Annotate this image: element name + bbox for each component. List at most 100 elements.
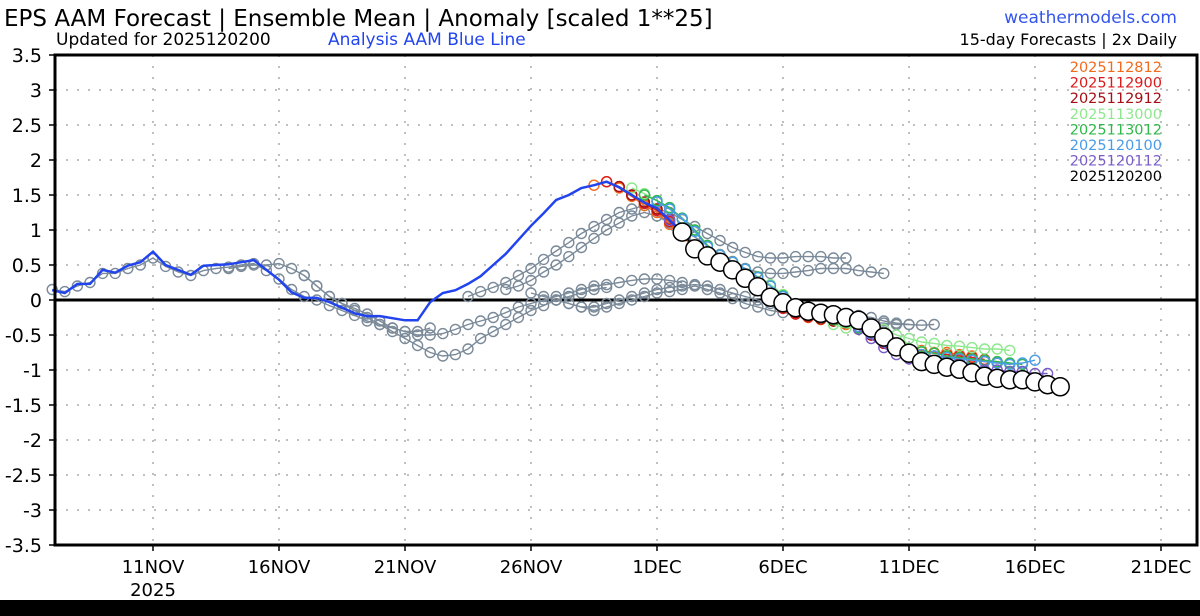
site-link[interactable]: weathermodels.com: [1004, 8, 1177, 28]
x-tick-sublabel: 2025: [130, 580, 176, 601]
older-run-point: [777, 267, 789, 280]
chart-title: EPS AAM Forecast | Ensemble Mean | Anoma…: [4, 6, 713, 32]
older-run-point: [714, 234, 726, 247]
older-run-point: [600, 301, 613, 313]
run-2025120100-point: [991, 357, 1003, 369]
run-2025113000-point: [953, 340, 966, 352]
older-run-point: [285, 283, 298, 296]
older-run-point: [487, 311, 499, 324]
older-run-point: [399, 325, 411, 338]
run-2025113000-point: [966, 341, 978, 354]
older-run-point: [537, 290, 550, 303]
y-tick-label: -2: [23, 430, 42, 452]
older-run-point: [613, 297, 625, 310]
older-run-line: [228, 262, 607, 357]
older-run-point: [273, 257, 285, 270]
older-run-point: [815, 262, 827, 275]
y-tick-label: -1: [23, 360, 42, 382]
older-run-point: [563, 290, 575, 303]
older-run-point: [802, 250, 814, 263]
older-run-point: [663, 281, 676, 294]
run-2025112900-point: [600, 175, 613, 188]
run-2025112900-line: [606, 181, 985, 361]
older-run-point: [437, 327, 449, 340]
run-2025120112-point: [663, 214, 676, 226]
older-run-point: [789, 266, 802, 278]
older-run-point: [575, 301, 588, 313]
older-run-point: [311, 280, 323, 292]
older-run-point: [563, 297, 575, 310]
older-run-point: [638, 290, 651, 303]
older-run-point: [600, 297, 613, 310]
older-run-point: [638, 287, 651, 299]
older-run-point: [134, 259, 147, 271]
older-run-point: [663, 285, 676, 298]
grid: [55, 55, 1197, 545]
older-run-point: [500, 306, 512, 319]
older-run-point: [613, 276, 625, 289]
run-2025120112-line: [669, 219, 1048, 375]
older-run-point: [84, 276, 96, 289]
y-tick-label: 1: [30, 220, 42, 242]
older-run-point: [588, 220, 600, 233]
older-run-point: [575, 227, 588, 240]
older-run-point: [537, 294, 550, 306]
older-run-point: [777, 252, 789, 264]
older-run-point: [575, 287, 588, 299]
older-run-point: [512, 301, 525, 313]
older-run-point: [726, 241, 739, 254]
older-run-point: [827, 262, 840, 275]
ensemble-mean-point: [748, 276, 768, 297]
older-run-point: [613, 294, 625, 306]
older-run-point: [613, 217, 625, 229]
older-run-point: [752, 301, 764, 313]
legend-entry: 2025112812: [1070, 60, 1162, 76]
cadence-label: 15-day Forecasts | 2x Daily: [960, 30, 1177, 49]
run-2025120100: [651, 196, 1041, 371]
older-run-point: [500, 318, 512, 331]
forecast-runs: [46, 175, 1070, 397]
older-run-point: [563, 236, 575, 249]
run-2025113012-line: [644, 194, 1023, 366]
older-run-point: [878, 267, 890, 280]
older-run-point: [109, 267, 121, 280]
run-2025113012-point: [638, 189, 651, 201]
older-run-point: [600, 281, 613, 294]
legend-entry: 2025120100: [1070, 138, 1162, 154]
older-run-point: [550, 245, 562, 257]
run-2025120100-point: [1004, 358, 1016, 371]
older-run-point: [550, 259, 562, 271]
older-run-point: [474, 332, 487, 345]
older-run-point: [588, 304, 600, 317]
older-run-point: [411, 325, 424, 338]
older-run-point: [676, 283, 688, 296]
older-run-point: [575, 241, 588, 254]
x-tick-label: 11NOV: [122, 557, 185, 578]
legend-entry: 2025112912: [1070, 91, 1162, 107]
older-run-point: [701, 280, 714, 292]
older-run-point: [575, 283, 588, 296]
older-run-point: [764, 252, 777, 264]
x-tick-label: 1DEC: [632, 557, 681, 578]
older-run-point: [424, 329, 436, 341]
older-run-point: [512, 280, 525, 292]
older-run-point: [802, 264, 814, 277]
run-2025113000-point: [626, 182, 638, 194]
analysis-line: [51, 180, 684, 322]
x-tick-label: 21DEC: [1131, 557, 1192, 578]
older-run-point: [273, 273, 285, 285]
analysis-note: Analysis AAM Blue Line: [328, 30, 526, 50]
older-run-point: [915, 319, 928, 331]
older-run-point: [928, 318, 940, 331]
older-run-point: [651, 283, 663, 296]
older-run-point: [500, 276, 512, 289]
y-tick-label: 2.5: [12, 115, 42, 137]
older-run-point: [210, 262, 222, 275]
y-tick-label: 0.5: [12, 255, 42, 277]
older-run-point: [903, 318, 915, 331]
older-run-point: [676, 280, 688, 292]
older-run-point: [663, 274, 676, 287]
x-tick-label: 11DEC: [879, 557, 940, 578]
y-tick-label: -3.5: [5, 535, 42, 557]
